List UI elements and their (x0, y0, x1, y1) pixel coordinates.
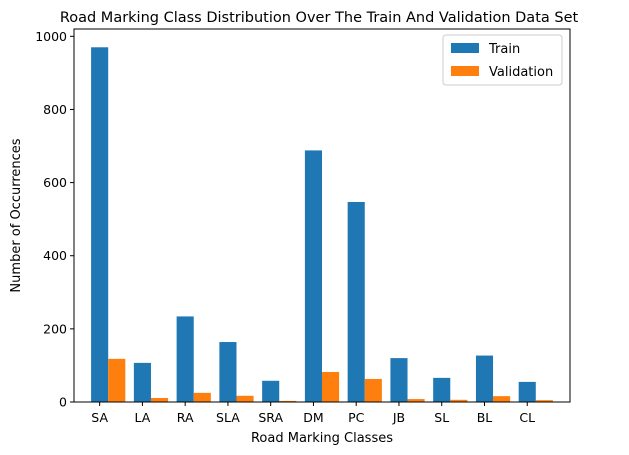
plot-frame (73, 28, 571, 403)
x-tick-label-la: LA (135, 410, 151, 425)
bar-train-ra (176, 316, 194, 402)
y-axis-ticks: 0 200 400 600 800 1000 (35, 29, 74, 410)
legend-swatch-validation (451, 66, 479, 76)
x-tick-label-dm: DM (303, 410, 323, 425)
legend-label-validation: Validation (489, 65, 553, 80)
x-tick-label-sa: SA (91, 410, 108, 425)
x-tick-label-pc: PC (348, 410, 365, 425)
bar-validation-bl (493, 396, 511, 402)
x-axis-ticks: SA LA RA SLA SRA DM PC JB SL BL CL (91, 402, 535, 425)
bar-validation-sra (279, 400, 297, 402)
bar-train-sa (91, 47, 109, 403)
x-tick-label-ra: RA (177, 410, 194, 425)
bar-train-jb (390, 358, 408, 402)
bar-train-dm (304, 150, 322, 402)
bar-train-pc (347, 201, 365, 402)
bar-validation-dm (322, 372, 340, 402)
bar-validation-ra (193, 392, 211, 402)
legend: Train Validation (442, 34, 563, 86)
x-tick-label-bl: BL (477, 410, 493, 425)
bar-validation-sl (450, 399, 468, 402)
bar-validation-sla (236, 395, 254, 402)
legend-swatch-train (451, 43, 479, 53)
y-tick-label: 800 (43, 102, 67, 117)
chart-title: Road Marking Class Distribution Over The… (60, 10, 579, 26)
y-tick-label: 400 (43, 248, 67, 263)
bar-train-la (133, 362, 151, 402)
y-tick-label: 0 (59, 395, 67, 410)
bar-train-bl (475, 355, 494, 402)
bar-validation-la (150, 397, 169, 402)
legend-label-train: Train (488, 42, 520, 57)
x-tick-label-sla: SLA (216, 410, 240, 425)
y-tick-label: 200 (43, 321, 67, 336)
bar-validation-jb (407, 399, 425, 402)
x-tick-label-jb: JB (392, 410, 405, 425)
y-tick-label: 1000 (35, 29, 67, 44)
bar-train-sra (262, 380, 280, 402)
x-axis-label: Road Marking Classes (251, 431, 393, 446)
x-tick-label-cl: CL (519, 410, 535, 425)
bar-validation-sa (108, 358, 126, 402)
y-tick-label: 600 (43, 175, 67, 190)
bar-validation-cl (535, 400, 553, 402)
bar-train-cl (518, 381, 536, 402)
y-axis-label: Number of Occurrences (9, 138, 24, 292)
bar-train-sla (219, 342, 237, 402)
x-tick-label-sl: SL (434, 410, 449, 425)
bar-train-sl (433, 377, 451, 402)
x-tick-label-sra: SRA (258, 410, 283, 425)
bars-group (91, 47, 553, 403)
bar-validation-pc (364, 378, 382, 402)
